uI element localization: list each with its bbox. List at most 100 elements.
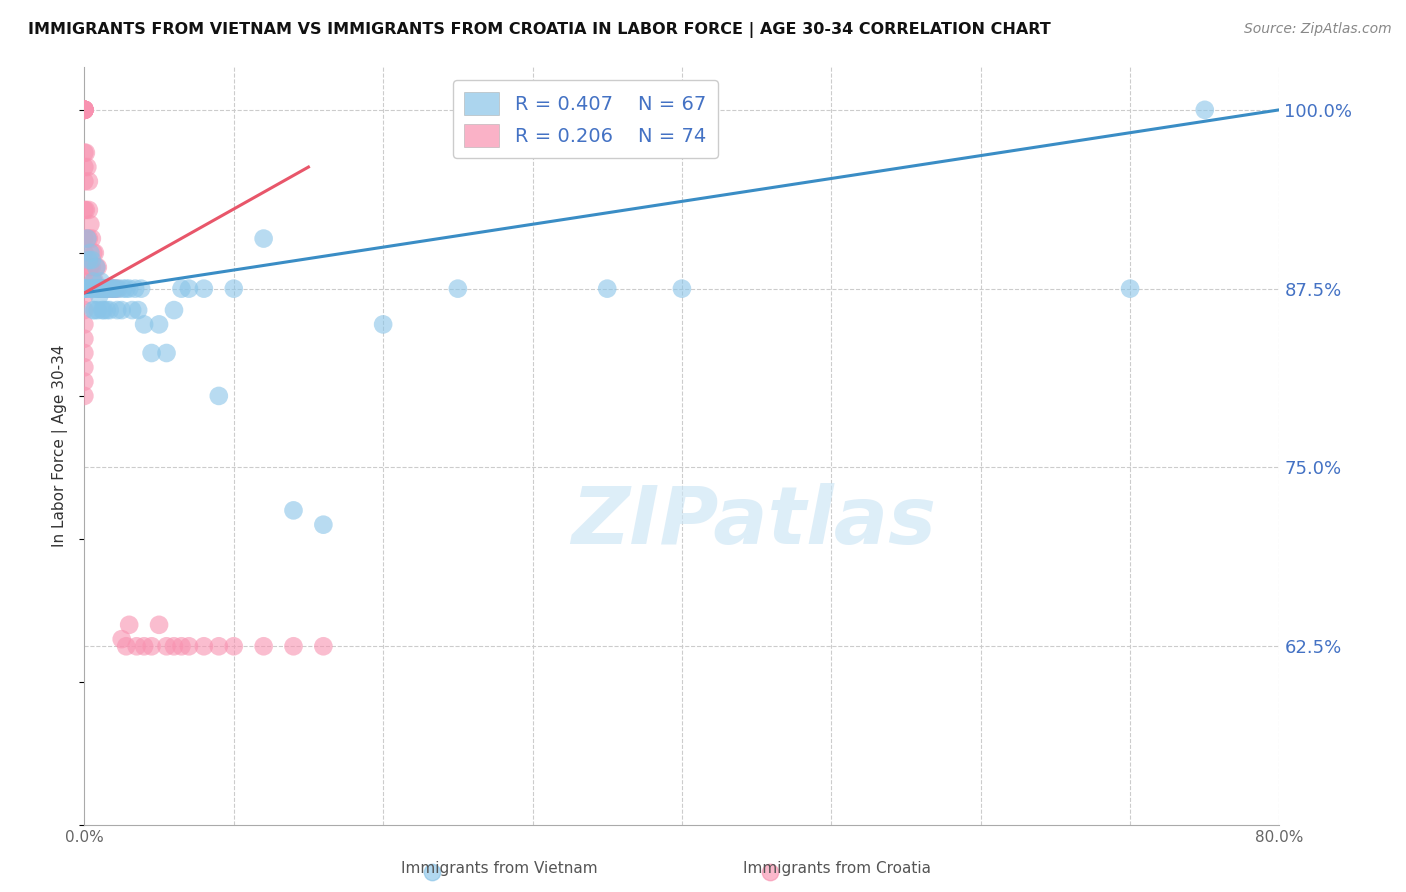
- Point: [170, 282, 193, 296]
- Point: [77, 231, 100, 245]
- Point: [73, 303, 96, 318]
- Point: [90, 282, 112, 296]
- Point: [86, 260, 108, 275]
- Point: [73, 103, 96, 117]
- Point: [1194, 103, 1216, 117]
- Point: [94, 282, 117, 296]
- Point: [83, 282, 105, 296]
- Point: [103, 282, 125, 296]
- Point: [73, 160, 96, 174]
- Point: [283, 503, 305, 517]
- Point: [312, 640, 335, 654]
- Point: [105, 282, 128, 296]
- Point: [141, 640, 163, 654]
- Point: [101, 282, 124, 296]
- Point: [222, 640, 245, 654]
- Point: [103, 282, 125, 296]
- Point: [125, 640, 148, 654]
- Point: [127, 303, 149, 318]
- Point: [77, 282, 100, 296]
- Point: [112, 282, 135, 296]
- Point: [73, 202, 96, 217]
- Point: [141, 346, 163, 360]
- Point: [121, 303, 143, 318]
- Point: [107, 282, 129, 296]
- Point: [208, 640, 231, 654]
- Point: [132, 640, 156, 654]
- Point: [100, 282, 122, 296]
- Point: [80, 231, 103, 245]
- Point: [91, 282, 114, 296]
- Point: [253, 231, 276, 245]
- Point: [105, 303, 128, 318]
- Point: [115, 282, 138, 296]
- Point: [79, 245, 101, 260]
- Point: [73, 332, 96, 346]
- Point: [373, 318, 395, 332]
- Point: [177, 282, 200, 296]
- Point: [93, 282, 115, 296]
- Point: [115, 640, 138, 654]
- Point: [76, 160, 98, 174]
- Point: [73, 103, 96, 117]
- Point: [82, 275, 104, 289]
- Point: [73, 103, 96, 117]
- Point: [163, 640, 186, 654]
- Point: [73, 103, 96, 117]
- Point: [111, 632, 134, 647]
- Point: [73, 245, 96, 260]
- Point: [671, 282, 693, 296]
- Point: [208, 389, 231, 403]
- Point: [86, 260, 108, 275]
- Point: [90, 275, 112, 289]
- Point: [77, 174, 100, 188]
- Text: Source: ZipAtlas.com: Source: ZipAtlas.com: [1244, 22, 1392, 37]
- Point: [76, 231, 98, 245]
- Point: [73, 282, 96, 296]
- Point: [283, 640, 305, 654]
- Point: [111, 303, 134, 318]
- Point: [73, 145, 96, 160]
- Point: [79, 282, 101, 296]
- Point: [132, 318, 156, 332]
- Point: [73, 103, 96, 117]
- Point: [79, 260, 101, 275]
- Point: [98, 282, 121, 296]
- Point: [73, 282, 96, 296]
- Point: [73, 346, 96, 360]
- Point: [447, 282, 470, 296]
- Point: [73, 318, 96, 332]
- Point: [148, 617, 170, 632]
- Point: [73, 103, 96, 117]
- Point: [89, 282, 111, 296]
- Point: [155, 346, 177, 360]
- Point: [87, 260, 110, 275]
- Point: [73, 289, 96, 303]
- Point: [155, 640, 177, 654]
- Point: [80, 260, 103, 275]
- Point: [253, 640, 276, 654]
- Point: [94, 282, 117, 296]
- Point: [89, 282, 111, 296]
- Point: [101, 282, 124, 296]
- Point: [170, 640, 193, 654]
- Point: [124, 282, 146, 296]
- Point: [100, 282, 122, 296]
- Text: IMMIGRANTS FROM VIETNAM VS IMMIGRANTS FROM CROATIA IN LABOR FORCE | AGE 30-34 CO: IMMIGRANTS FROM VIETNAM VS IMMIGRANTS FR…: [28, 22, 1050, 38]
- Point: [73, 231, 96, 245]
- Point: [96, 282, 118, 296]
- Point: [73, 103, 96, 117]
- Point: [1119, 282, 1142, 296]
- Point: [75, 202, 97, 217]
- Point: [73, 375, 96, 389]
- Y-axis label: In Labor Force | Age 30-34: In Labor Force | Age 30-34: [52, 344, 69, 548]
- Point: [596, 282, 619, 296]
- Point: [77, 253, 100, 268]
- Point: [148, 318, 170, 332]
- Point: [73, 174, 96, 188]
- Point: [73, 282, 96, 296]
- Point: [77, 202, 100, 217]
- Point: [73, 282, 96, 296]
- Point: [118, 282, 141, 296]
- Point: [177, 640, 200, 654]
